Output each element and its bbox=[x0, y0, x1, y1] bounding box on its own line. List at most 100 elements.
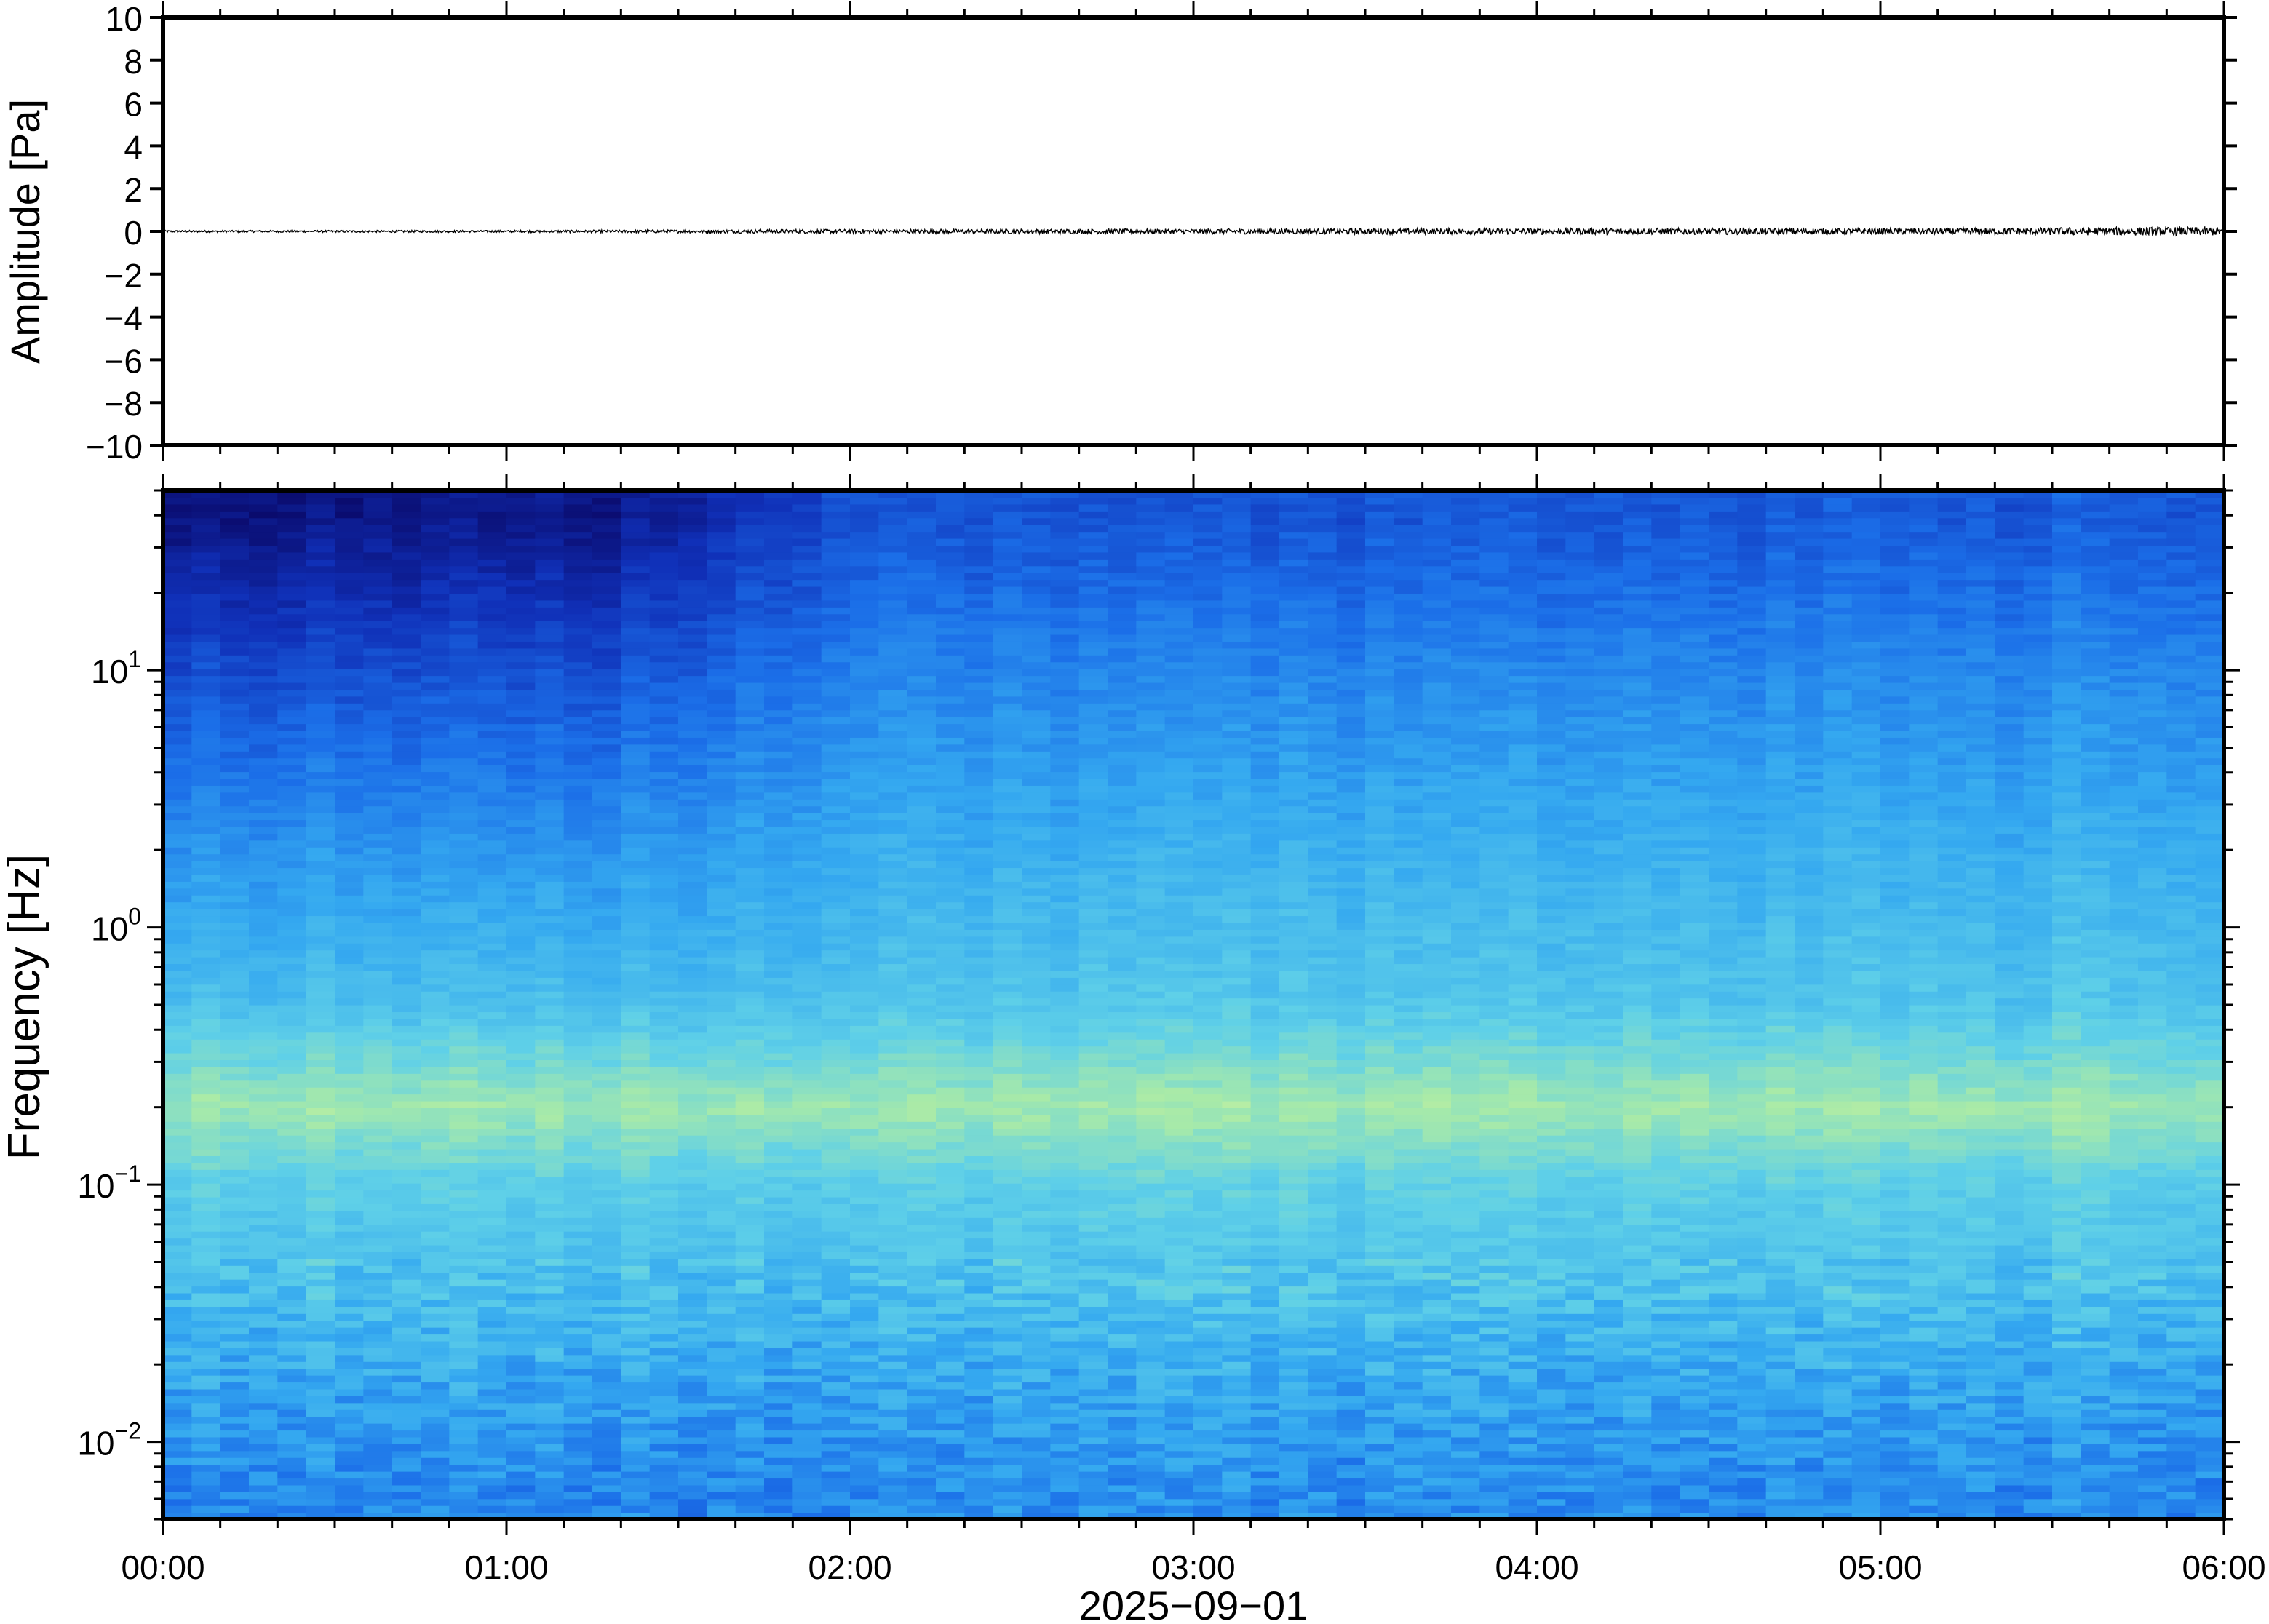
spectrogram-cell bbox=[621, 1025, 651, 1033]
spectrogram-cell bbox=[506, 1135, 536, 1143]
spectrogram-cell bbox=[449, 1286, 479, 1294]
spectrogram-cell bbox=[649, 1478, 679, 1486]
spectrogram-cell bbox=[735, 840, 765, 848]
spectrogram-cell bbox=[335, 1409, 364, 1417]
spectrogram-cell bbox=[1050, 1032, 1080, 1040]
spectrogram-cell bbox=[363, 957, 393, 965]
spectrogram-cell bbox=[621, 525, 651, 533]
spectrogram-cell bbox=[850, 1087, 879, 1095]
spectrogram-cell bbox=[764, 1348, 793, 1356]
spectrogram-cell bbox=[707, 1484, 736, 1492]
spectrogram-cell bbox=[621, 1148, 651, 1156]
spectrogram-cell bbox=[1078, 1114, 1108, 1122]
spectrogram-cell bbox=[191, 1464, 221, 1472]
spectrogram-cell bbox=[1078, 1279, 1108, 1287]
spectrogram-cell bbox=[363, 1457, 393, 1465]
spectrogram-cell bbox=[993, 1210, 1022, 1218]
spectrogram-cell bbox=[735, 579, 765, 587]
spectrogram-cell bbox=[535, 717, 565, 725]
spectrogram-cell bbox=[277, 922, 307, 930]
spectrogram-cell bbox=[449, 737, 479, 745]
spectrogram-cell bbox=[477, 1005, 507, 1013]
spectrogram-cell bbox=[249, 1450, 278, 1458]
spectrogram-cell bbox=[1050, 853, 1080, 861]
spectrogram-cell bbox=[249, 730, 278, 738]
spectrogram-cell bbox=[335, 792, 364, 800]
spectrogram-cell bbox=[249, 881, 278, 889]
spectrogram-cell bbox=[477, 1279, 507, 1287]
spectrogram-cell bbox=[592, 1484, 621, 1492]
spectrogram-cell bbox=[421, 909, 450, 917]
spectrogram-cell bbox=[449, 627, 479, 635]
spectrogram-cell bbox=[335, 1348, 364, 1356]
spectrogram-cell bbox=[821, 1169, 851, 1177]
spectrogram-cell bbox=[592, 977, 621, 985]
spectrogram-cell bbox=[220, 922, 250, 930]
spectrogram-cell bbox=[191, 1224, 221, 1232]
spectrogram-cell bbox=[363, 1505, 393, 1513]
spectrogram-cell bbox=[707, 1073, 736, 1081]
spectrogram-cell bbox=[792, 1416, 822, 1424]
spectrogram-cell bbox=[907, 847, 937, 855]
spectrogram-cell bbox=[621, 1162, 651, 1170]
spectrogram-cell bbox=[764, 970, 793, 978]
spectrogram-cell bbox=[535, 1286, 565, 1294]
spectrogram-cell bbox=[993, 867, 1022, 875]
spectrogram-cell bbox=[163, 1265, 192, 1273]
spectrogram-cell bbox=[592, 881, 621, 889]
spectrogram-cell bbox=[220, 1032, 250, 1040]
spectrogram-cell bbox=[649, 1251, 679, 1259]
spectrogram-cell bbox=[363, 1334, 393, 1342]
spectrogram-cell bbox=[792, 1505, 822, 1513]
spectrogram-cell bbox=[993, 1224, 1022, 1232]
spectrogram-cell bbox=[191, 717, 221, 725]
spectrogram-cell bbox=[449, 586, 479, 594]
spectrogram-cell bbox=[535, 511, 565, 519]
spectrogram-cell bbox=[878, 792, 908, 800]
spectrogram-cell bbox=[792, 1382, 822, 1390]
spectrogram-cell bbox=[392, 1292, 421, 1300]
spectrogram-cell bbox=[850, 517, 879, 525]
spectrogram-cell bbox=[850, 1272, 879, 1280]
spectrogram-cell bbox=[563, 1354, 593, 1362]
spectrogram-cell bbox=[249, 613, 278, 621]
spectrogram-cell bbox=[1078, 1032, 1108, 1040]
spectrogram-cell bbox=[678, 1464, 707, 1472]
spectrogram-cell bbox=[649, 1471, 679, 1479]
spectrogram-cell bbox=[821, 1128, 851, 1136]
spectrogram-cell bbox=[649, 1176, 679, 1184]
spectrogram-cell bbox=[220, 813, 250, 821]
spectrogram-cell bbox=[1050, 1203, 1080, 1211]
spectrogram-cell bbox=[993, 648, 1022, 656]
spectrogram-cell bbox=[163, 936, 192, 944]
spectrogram-cell bbox=[277, 840, 307, 848]
spectrogram-cell bbox=[821, 1416, 851, 1424]
spectrogram-cell bbox=[306, 559, 335, 567]
spectrogram-cell bbox=[821, 1210, 851, 1218]
spectrogram-cell bbox=[392, 696, 421, 704]
spectrogram-cell bbox=[792, 867, 822, 875]
spectrogram-cell bbox=[506, 517, 536, 525]
spectrogram-cell bbox=[907, 559, 937, 567]
spectrogram-cell bbox=[249, 847, 278, 855]
spectrogram-cell bbox=[621, 1450, 651, 1458]
spectrogram-cell bbox=[363, 765, 393, 773]
spectrogram-cell bbox=[878, 613, 908, 621]
spectrogram-cell bbox=[821, 621, 851, 629]
spectrogram-cell bbox=[249, 1203, 278, 1211]
spectrogram-cell bbox=[878, 1340, 908, 1348]
spectrogram-cell bbox=[191, 963, 221, 971]
spectrogram-cell bbox=[678, 963, 707, 971]
spectrogram-cell bbox=[707, 1361, 736, 1369]
spectrogram-cell bbox=[1022, 1251, 1051, 1259]
spectrogram-cell bbox=[592, 1025, 621, 1033]
spectrogram-cell bbox=[277, 1505, 307, 1513]
spectrogram-cell bbox=[392, 641, 421, 649]
spectrogram-cell bbox=[477, 579, 507, 587]
spectrogram-cell bbox=[220, 1361, 250, 1369]
spectrogram-cell bbox=[363, 661, 393, 669]
spectrogram-cell bbox=[878, 1025, 908, 1033]
spectrogram-cell bbox=[764, 881, 793, 889]
spectrogram-cell bbox=[649, 621, 679, 629]
spectrogram-cell bbox=[163, 1011, 192, 1019]
